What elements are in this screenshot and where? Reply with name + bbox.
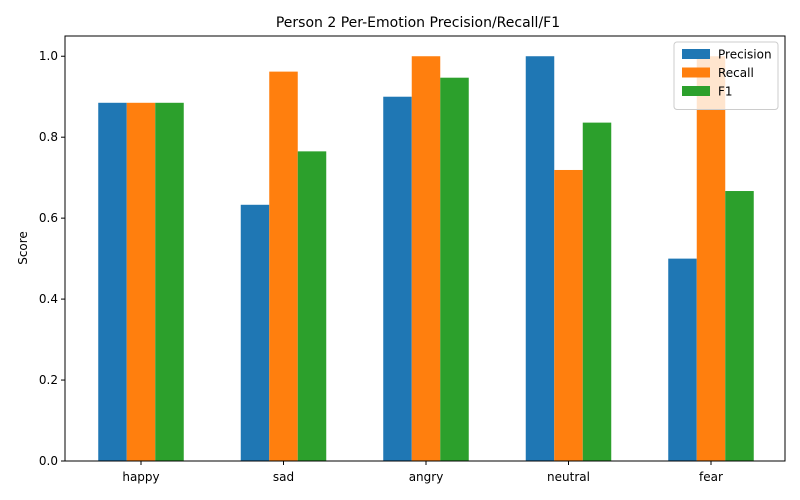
x-axis: happy sad angry neutral fear [122, 461, 723, 484]
x-tick-label-happy: happy [122, 470, 159, 484]
legend-label-precision: Precision [718, 48, 772, 62]
y-tick-label: 0.0 [39, 454, 58, 468]
bar-recall-neutral [554, 169, 583, 461]
legend-label-f1: F1 [718, 85, 733, 99]
legend-swatch-f1 [682, 86, 710, 96]
y-tick-label: 0.4 [39, 292, 58, 306]
y-axis-label: Score [16, 231, 30, 265]
plot-frame [64, 35, 786, 462]
bar-f1-sad [297, 151, 327, 461]
bar-precision-sad [240, 204, 270, 462]
x-tick-label-angry: angry [409, 470, 444, 484]
y-tick-label: 0.6 [39, 211, 58, 225]
bar-recall-fear [696, 56, 726, 461]
bar-precision-happy [98, 102, 127, 462]
y-axis: 0.0 0.2 0.4 0.6 0.8 1.0 [39, 49, 65, 468]
legend: Precision Recall F1 [673, 41, 779, 110]
y-tick-label: 1.0 [39, 49, 58, 63]
x-tick-label-fear: fear [699, 470, 723, 484]
y-tick-label: 0.2 [39, 373, 58, 387]
legend-swatch-precision [682, 49, 710, 59]
legend-swatch-recall [682, 67, 710, 78]
bar-precision-neutral [525, 56, 555, 461]
bar-recall-happy [126, 102, 156, 462]
bar-f1-angry [440, 77, 469, 461]
bars-layer [98, 56, 754, 462]
x-tick-label-sad: sad [273, 470, 294, 484]
y-tick-label: 0.8 [39, 130, 58, 144]
bar-f1-happy [155, 102, 184, 462]
bar-f1-fear [725, 191, 754, 461]
bar-recall-sad [269, 71, 298, 461]
chart-title: Person 2 Per-Emotion Precision/Recall/F1 [276, 15, 560, 31]
bar-precision-fear [668, 258, 697, 461]
x-tick-label-neutral: neutral [547, 470, 590, 484]
bar-recall-angry [411, 56, 441, 461]
legend-label-recall: Recall [718, 66, 754, 80]
bar-f1-neutral [582, 122, 612, 461]
bar-precision-angry [383, 96, 412, 461]
